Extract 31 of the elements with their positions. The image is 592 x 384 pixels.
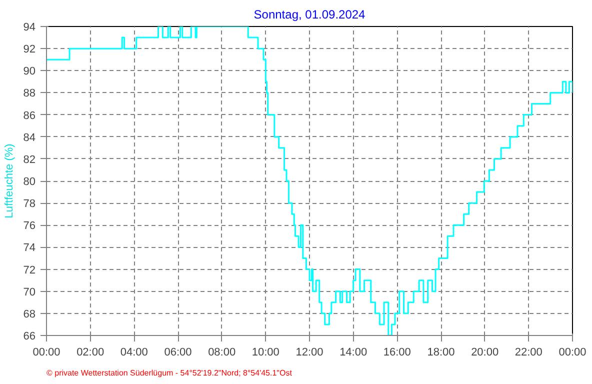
x-tick-label: 04:00 xyxy=(120,346,148,358)
y-axis-title: Luftfeuchte (%) xyxy=(3,144,16,218)
y-tick-label: 78 xyxy=(23,198,36,210)
y-tick-label: 82 xyxy=(23,154,36,166)
x-tick-label: 20:00 xyxy=(471,346,499,358)
x-tick-label: 00:00 xyxy=(32,346,60,358)
y-tick-label: 70 xyxy=(23,286,36,298)
chart-title: Sonntag, 01.09.2024 xyxy=(254,8,366,22)
x-tick-label: 02:00 xyxy=(76,346,104,358)
y-tick-label: 94 xyxy=(23,22,36,34)
text: © private Wetterstation Süderlügum - 54°52'19.2"Nord; 8°54'45.1"Ost xyxy=(46,368,293,378)
y-tick-label: 80 xyxy=(23,176,36,188)
x-tick-label: 06:00 xyxy=(164,346,192,358)
y-tick-label: 88 xyxy=(23,88,36,100)
y-tick-label: 68 xyxy=(23,308,36,320)
y-tick-label: 90 xyxy=(23,66,36,78)
y-tick-label: 84 xyxy=(23,132,36,144)
y-tick-label: 92 xyxy=(23,44,36,56)
y-tick-label: 86 xyxy=(23,110,36,122)
x-tick-label: 18:00 xyxy=(427,346,455,358)
y-tick-label: 76 xyxy=(23,220,36,232)
x-tick-label: 12:00 xyxy=(296,346,324,358)
x-tick-label: 16:00 xyxy=(383,346,411,358)
x-tick-label: 10:00 xyxy=(252,346,280,358)
y-tick-label: 66 xyxy=(23,330,36,342)
x-tick-label: 00:00 xyxy=(558,346,586,358)
x-tick-label: 22:00 xyxy=(514,346,542,358)
x-tick-label: 14:00 xyxy=(340,346,368,358)
y-tick-label: 74 xyxy=(23,242,36,254)
y-tick-label: 72 xyxy=(23,264,36,276)
x-tick-label: 08:00 xyxy=(208,346,236,358)
